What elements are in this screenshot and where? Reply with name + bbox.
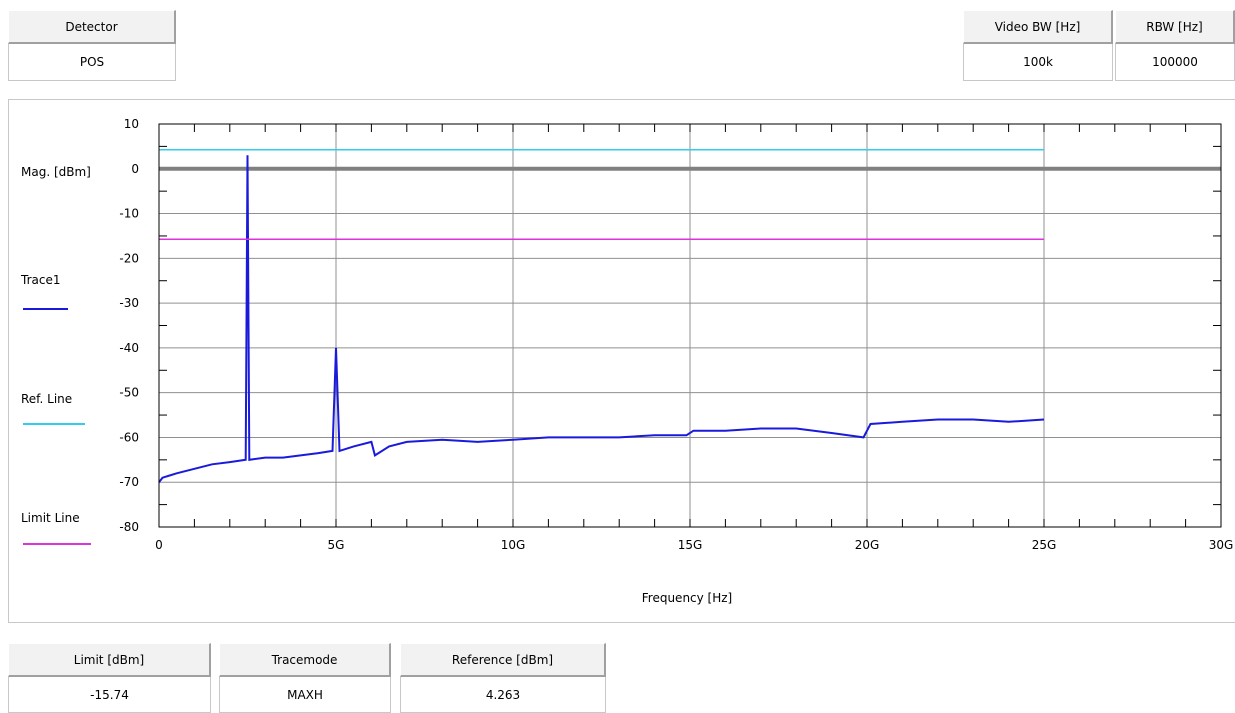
detector-value: POS xyxy=(8,44,176,81)
detector-label: Detector xyxy=(8,10,176,44)
y-tick-label: -20 xyxy=(119,251,139,265)
tracemode-value: MAXH xyxy=(219,677,391,713)
y-tick-labels: 10 0 -10 -20 -30 -40 -50 -60 -70 -80 xyxy=(119,117,139,534)
trace1-line xyxy=(158,155,1045,483)
x-tick-label: 15G xyxy=(678,538,703,552)
detector-box: Detector POS xyxy=(8,10,176,81)
y-tick-label: -70 xyxy=(119,475,139,489)
reference-value: 4.263 xyxy=(400,677,606,713)
x-tick-label: 30G xyxy=(1209,538,1234,552)
video-bw-value: 100k xyxy=(963,44,1113,81)
reference-label: Reference [dBm] xyxy=(400,643,606,677)
rbw-label: RBW [Hz] xyxy=(1115,10,1235,44)
y-tick-label: -10 xyxy=(119,207,139,221)
y-tick-label: -80 xyxy=(119,520,139,534)
rbw-value: 100000 xyxy=(1115,44,1235,81)
x-axis-label: Frequency [Hz] xyxy=(642,591,733,605)
legend-limit-line-label: Limit Line xyxy=(21,511,80,525)
limit-box: Limit [dBm] -15.74 xyxy=(8,643,211,713)
spectrum-chart: 10 0 -10 -20 -30 -40 -50 -60 -70 -80 0 5G 10G 15G 20G… xyxy=(20,117,1233,605)
legend-ref-line-label: Ref. Line xyxy=(21,392,72,406)
x-tick-label: 5G xyxy=(328,538,345,552)
video-bw-box: Video BW [Hz] 100k xyxy=(963,10,1113,81)
y-tick-label: -40 xyxy=(119,341,139,355)
reference-box: Reference [dBm] 4.263 xyxy=(400,643,606,713)
chart-panel: 10 0 -10 -20 -30 -40 -50 -60 -70 -80 0 5G 10G 15G 20G… xyxy=(8,99,1235,623)
y-tick-label: 10 xyxy=(124,117,139,131)
tracemode-label: Tracemode xyxy=(219,643,391,677)
y-tick-label: -60 xyxy=(119,430,139,444)
limit-value: -15.74 xyxy=(8,677,211,713)
rbw-box: RBW [Hz] 100000 xyxy=(1115,10,1235,81)
x-tick-label: 20G xyxy=(855,538,880,552)
x-tick-labels: 0 5G 10G 15G 20G 25G 30G xyxy=(155,538,1233,552)
y-axis-label: Mag. [dBm] xyxy=(21,165,91,179)
x-tick-label: 25G xyxy=(1032,538,1057,552)
series-layer xyxy=(158,148,1221,483)
legend-trace1-label: Trace1 xyxy=(20,273,60,287)
y-tick-label: -30 xyxy=(119,296,139,310)
grid xyxy=(158,123,1222,528)
minor-ticks xyxy=(159,124,1221,527)
x-tick-label: 0 xyxy=(155,538,163,552)
plot-area xyxy=(158,123,1222,528)
video-bw-label: Video BW [Hz] xyxy=(963,10,1113,44)
legend: Trace1 Ref. Line Limit Line xyxy=(20,273,91,545)
tracemode-box: Tracemode MAXH xyxy=(219,643,391,713)
limit-label: Limit [dBm] xyxy=(8,643,211,677)
x-tick-label: 10G xyxy=(501,538,526,552)
y-tick-label: 0 xyxy=(131,162,139,176)
y-tick-label: -50 xyxy=(119,386,139,400)
